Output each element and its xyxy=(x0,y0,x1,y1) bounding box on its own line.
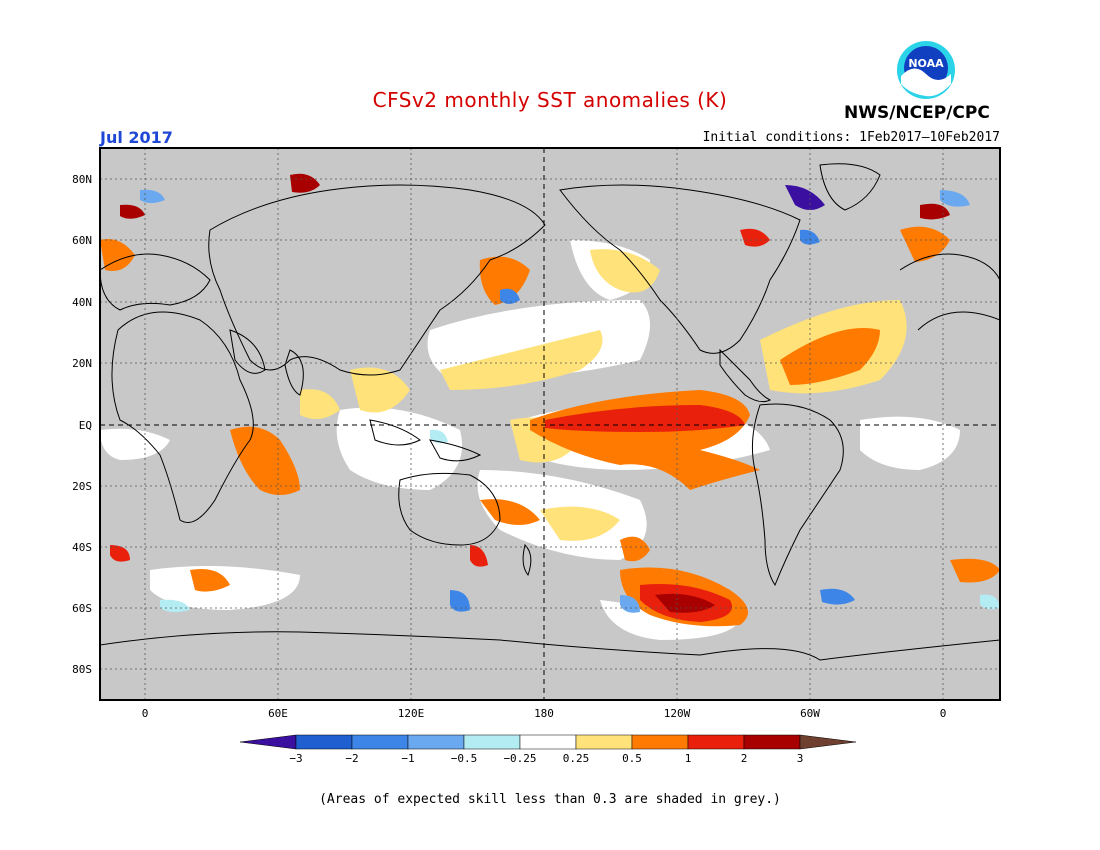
lon-label: 180 xyxy=(534,707,554,720)
colorbar-label: 1 xyxy=(684,752,692,765)
colorbar-segment xyxy=(631,734,689,750)
lon-label: 120E xyxy=(398,707,425,720)
agency-label: NWS/NCEP/CPC xyxy=(844,103,990,123)
colorbar-label: −2 xyxy=(345,752,359,765)
colorbar-label: −1 xyxy=(401,752,415,765)
map-frame xyxy=(99,147,1001,701)
colorbar-segment xyxy=(463,734,521,750)
colorbar-segment xyxy=(407,734,465,750)
svg-text:NOAA: NOAA xyxy=(908,57,944,70)
lat-label: 20N xyxy=(72,357,92,370)
lon-label: 60E xyxy=(268,707,288,720)
noaa-logo-icon: NOAA xyxy=(897,41,955,99)
colorbar-label: 0.25 xyxy=(562,752,590,765)
colorbar-label: −0.25 xyxy=(503,752,537,765)
colorbar-end-low xyxy=(239,734,297,750)
longitude-labels: 0 60E 120E 180 120W 60W 0 xyxy=(142,707,947,720)
colorbar-segment xyxy=(351,734,409,750)
lat-label: 20S xyxy=(72,480,92,493)
lat-label: EQ xyxy=(79,419,92,432)
lat-label: 60S xyxy=(72,602,92,615)
lat-label: 40S xyxy=(72,541,92,554)
colorbar-labels: −3 −2 −1 −0.5 −0.25 0.25 0.5 1 2 3 xyxy=(0,752,1100,768)
lon-label: 120W xyxy=(664,707,691,720)
colorbar-segment xyxy=(743,734,801,750)
lon-label: 0 xyxy=(142,707,149,720)
colorbar xyxy=(239,734,857,750)
lat-label: 80N xyxy=(72,173,92,186)
latitude-labels: 80N 60N 40N 20N EQ 20S 40S 60S 80S xyxy=(72,173,92,676)
graticule xyxy=(100,148,1000,700)
initial-conditions-label: Initial conditions: 1Feb2017–10Feb2017 xyxy=(702,130,1000,145)
colorbar-label: 2 xyxy=(740,752,748,765)
colorbar-segment xyxy=(519,734,577,750)
colorbar-segment xyxy=(575,734,633,750)
lon-label: 60W xyxy=(800,707,820,720)
colorbar-label: 0.5 xyxy=(622,752,642,765)
map-title: CFSv2 monthly SST anomalies (K) xyxy=(372,88,728,112)
forecast-month-label: Jul 2017 xyxy=(100,128,173,147)
lat-label: 40N xyxy=(72,296,92,309)
colorbar-end-high xyxy=(799,734,857,750)
colorbar-label: −0.5 xyxy=(450,752,478,765)
coastlines xyxy=(100,163,1000,661)
colorbar-label: −3 xyxy=(289,752,303,765)
skill-footnote: (Areas of expected skill less than 0.3 a… xyxy=(319,792,781,807)
colorbar-label: 3 xyxy=(796,752,804,765)
lon-label: 0 xyxy=(940,707,947,720)
colorbar-segment xyxy=(295,734,353,750)
lat-label: 80S xyxy=(72,663,92,676)
lat-label: 60N xyxy=(72,234,92,247)
colorbar-segment xyxy=(687,734,745,750)
